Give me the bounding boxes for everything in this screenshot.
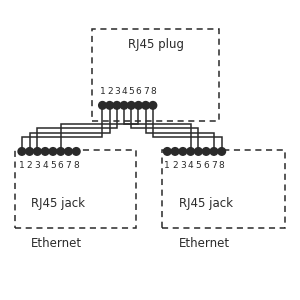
- Circle shape: [135, 102, 142, 109]
- Circle shape: [73, 148, 80, 155]
- Circle shape: [218, 148, 226, 155]
- Text: 4: 4: [42, 161, 48, 170]
- Text: 6: 6: [136, 87, 141, 96]
- Circle shape: [57, 148, 64, 155]
- Circle shape: [164, 148, 171, 155]
- Text: 3: 3: [34, 161, 40, 170]
- Circle shape: [187, 148, 194, 155]
- Text: Ethernet: Ethernet: [31, 237, 82, 250]
- Circle shape: [26, 148, 33, 155]
- Text: Ethernet: Ethernet: [179, 237, 230, 250]
- Circle shape: [18, 148, 26, 155]
- Text: 2: 2: [107, 87, 112, 96]
- Circle shape: [128, 102, 135, 109]
- Text: RJ45 jack: RJ45 jack: [179, 197, 233, 210]
- Text: 8: 8: [219, 161, 225, 170]
- Text: 4: 4: [121, 87, 127, 96]
- Circle shape: [195, 148, 202, 155]
- Circle shape: [202, 148, 210, 155]
- Text: RJ45 jack: RJ45 jack: [31, 197, 85, 210]
- Circle shape: [179, 148, 187, 155]
- Circle shape: [106, 102, 113, 109]
- Circle shape: [210, 148, 218, 155]
- Text: RJ45 plug: RJ45 plug: [128, 38, 184, 51]
- Text: 6: 6: [58, 161, 64, 170]
- Text: 1: 1: [100, 87, 105, 96]
- Text: 5: 5: [50, 161, 56, 170]
- Circle shape: [65, 148, 72, 155]
- Text: 2: 2: [27, 161, 32, 170]
- Circle shape: [142, 102, 149, 109]
- Text: 3: 3: [114, 87, 120, 96]
- Circle shape: [149, 102, 157, 109]
- Text: 7: 7: [211, 161, 217, 170]
- Text: 8: 8: [150, 87, 156, 96]
- Circle shape: [120, 102, 128, 109]
- Circle shape: [99, 102, 106, 109]
- Circle shape: [34, 148, 41, 155]
- Text: 8: 8: [74, 161, 79, 170]
- Text: 5: 5: [128, 87, 134, 96]
- Text: 7: 7: [143, 87, 148, 96]
- Text: 6: 6: [203, 161, 209, 170]
- Circle shape: [41, 148, 49, 155]
- Text: 1: 1: [164, 161, 170, 170]
- Text: 4: 4: [188, 161, 194, 170]
- Text: 1: 1: [19, 161, 25, 170]
- Circle shape: [49, 148, 57, 155]
- Text: 3: 3: [180, 161, 186, 170]
- Text: 5: 5: [196, 161, 201, 170]
- Text: 7: 7: [66, 161, 71, 170]
- Circle shape: [113, 102, 121, 109]
- Circle shape: [171, 148, 179, 155]
- Text: 2: 2: [172, 161, 178, 170]
